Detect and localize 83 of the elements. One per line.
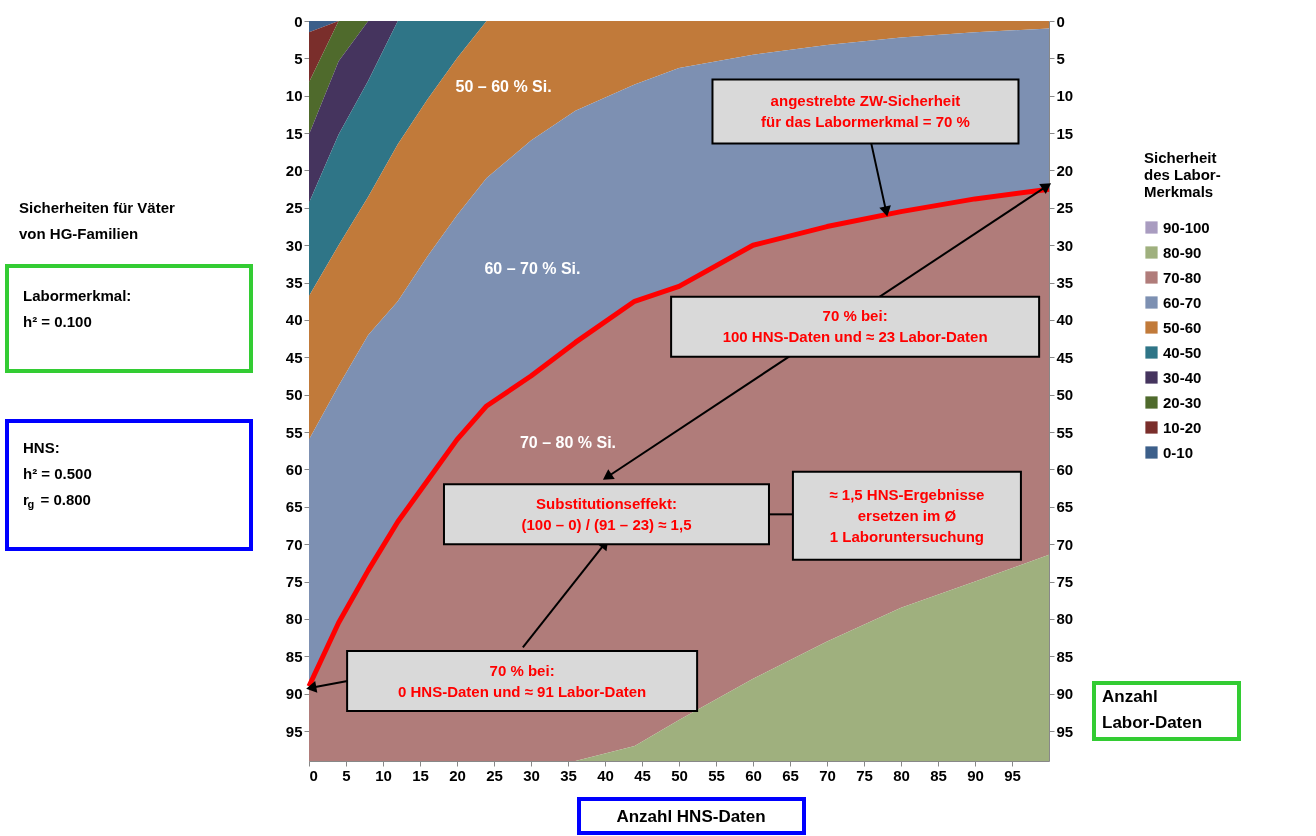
y2-tick-label: 85 xyxy=(1056,647,1074,665)
x-tick-label: 5 xyxy=(342,766,351,784)
x-tick-label: 95 xyxy=(1004,766,1021,784)
y2-tick-label: 60 xyxy=(1056,460,1074,478)
annotation: Substitutionseffekt: (100 – 0) / (91 – 23) ≈ 1,5 xyxy=(521,494,692,533)
x-tick-label: 90 xyxy=(967,766,984,784)
y2-tick-label: 20 xyxy=(1056,161,1074,179)
legend-label: 70-80 xyxy=(1163,268,1202,286)
legend-label: 10-20 xyxy=(1163,418,1202,436)
annotation: 60 – 70 % Si. xyxy=(484,260,581,278)
y2-tick-label: 5 xyxy=(1056,49,1065,67)
legend-label: 30-40 xyxy=(1163,368,1202,386)
y-tick-label: 35 xyxy=(285,274,303,292)
legend-label: 50-60 xyxy=(1163,318,1202,336)
x-tick-label: 40 xyxy=(597,766,614,784)
text: Labormerkmal: h² = 0.100 xyxy=(23,287,132,330)
y2-tick-label: 70 xyxy=(1056,535,1074,553)
y2-tick-label: 15 xyxy=(1056,124,1074,142)
legend-label: 90-100 xyxy=(1163,218,1210,236)
y-tick-label: 85 xyxy=(285,647,303,665)
text: Sicherheiten für Väter von HG-Familien xyxy=(19,199,176,242)
y2-tick-label: 10 xyxy=(1056,87,1074,105)
x-tick-label: 20 xyxy=(449,766,466,784)
legend-title: Sicherheit des Labor- Merkmals xyxy=(1144,149,1221,200)
y-tick-label: 45 xyxy=(285,348,303,366)
annotation: ≈ 1,5 HNS-Ergebnisse ersetzen im Ø 1 Laboruntersuchung xyxy=(829,485,985,545)
y-tick-label: 50 xyxy=(285,386,303,404)
y-tick-label: 75 xyxy=(285,573,303,591)
legend-label: 20-30 xyxy=(1163,393,1202,411)
y-tick-label: 90 xyxy=(285,685,303,703)
annotation: angestrebte ZW-Sicherheit für das Labormerkmal = 70 % xyxy=(761,91,970,130)
y-tick-label: 30 xyxy=(285,236,303,254)
y-tick-label: 80 xyxy=(285,610,303,628)
x-tick-label: 0 xyxy=(309,766,318,784)
x-tick-label: 35 xyxy=(560,766,577,784)
x-tick-label: 75 xyxy=(856,766,873,784)
x-tick-label: 65 xyxy=(782,766,799,784)
y2-tick-label: 90 xyxy=(1056,685,1074,703)
x-tick-label: 55 xyxy=(708,766,725,784)
legend-label: 40-50 xyxy=(1163,343,1202,361)
y-tick-label: 0 xyxy=(294,12,303,30)
y-tick-label: 70 xyxy=(285,535,303,553)
y2-tick-label: 25 xyxy=(1056,199,1074,217)
y-tick-label: 10 xyxy=(285,87,303,105)
x-axis-title: Anzahl HNS-Daten xyxy=(616,807,766,826)
y2-axis-title: Anzahl Labor-Daten xyxy=(1102,687,1203,732)
x-tick-label: 80 xyxy=(893,766,910,784)
annotation: 70 % bei: 100 HNS-Daten und ≈ 23 Labor-Daten xyxy=(722,307,988,346)
x-tick-label: 15 xyxy=(412,766,429,784)
y-tick-label: 5 xyxy=(294,49,303,67)
y2-tick-label: 55 xyxy=(1056,423,1074,441)
x-tick-label: 60 xyxy=(745,766,762,784)
y2-tick-label: 95 xyxy=(1056,722,1074,740)
legend-label: 60-70 xyxy=(1163,293,1202,311)
y2-tick-label: 50 xyxy=(1056,386,1074,404)
legend-label: 80-90 xyxy=(1163,243,1202,261)
y2-tick-label: 75 xyxy=(1056,573,1074,591)
y-tick-label: 15 xyxy=(285,124,303,142)
y-tick-label: 95 xyxy=(285,722,303,740)
x-tick-label: 50 xyxy=(671,766,688,784)
legend-label: 0-10 xyxy=(1163,443,1194,461)
x-tick-label: 10 xyxy=(375,766,392,784)
y-tick-label: 55 xyxy=(285,423,303,441)
annotation: 70 – 80 % Si. xyxy=(519,434,617,452)
y2-tick-label: 0 xyxy=(1056,12,1065,30)
y2-tick-label: 65 xyxy=(1056,498,1074,516)
x-tick-label: 70 xyxy=(819,766,836,784)
x-tick-label: 45 xyxy=(634,766,651,784)
y2-tick-label: 30 xyxy=(1056,236,1074,254)
y-tick-label: 65 xyxy=(285,498,303,516)
y-tick-label: 60 xyxy=(285,460,303,478)
x-tick-label: 30 xyxy=(523,766,540,784)
y2-tick-label: 35 xyxy=(1056,274,1074,292)
x-tick-label: 25 xyxy=(486,766,503,784)
y2-tick-label: 80 xyxy=(1056,610,1074,628)
y2-tick-label: 45 xyxy=(1056,348,1074,366)
y-tick-label: 40 xyxy=(285,311,303,329)
y-tick-label: 20 xyxy=(285,161,303,179)
annotation: 50 – 60 % Si. xyxy=(455,77,552,95)
annotation: 70 % bei: 0 HNS-Daten und ≈ 91 Labor-Daten xyxy=(397,661,647,700)
y-tick-label: 25 xyxy=(285,199,303,217)
x-tick-label: 85 xyxy=(930,766,947,784)
y2-tick-label: 40 xyxy=(1056,311,1074,329)
